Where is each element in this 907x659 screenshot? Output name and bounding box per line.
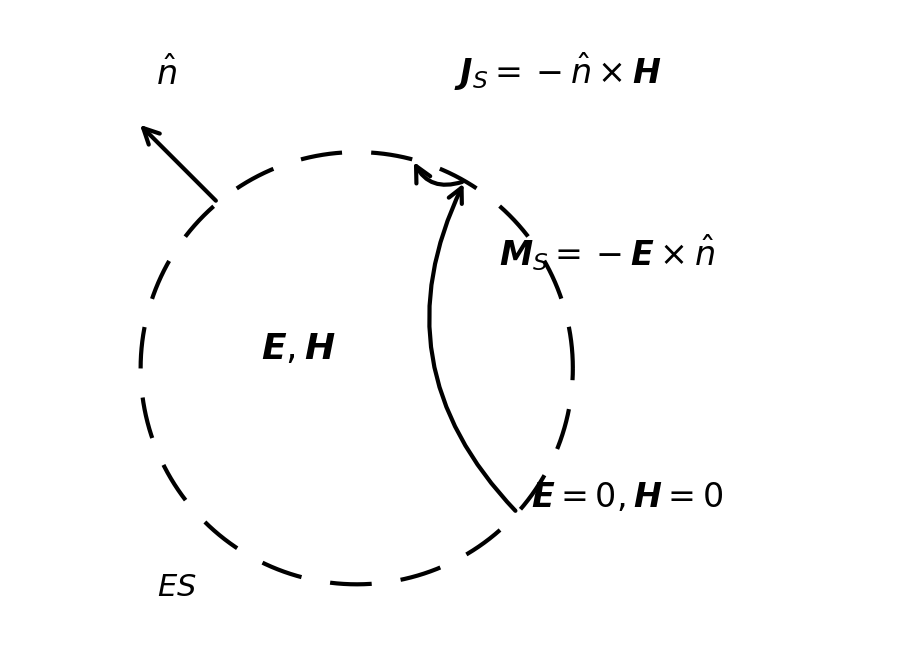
Text: $\hat{n}$: $\hat{n}$ [156, 57, 177, 92]
Text: $\boldsymbol{J}_S = -\hat{n}\times\boldsymbol{H}$: $\boldsymbol{J}_S = -\hat{n}\times\bolds… [454, 50, 661, 92]
Text: $\boldsymbol{M}_S = -\boldsymbol{E}\times\hat{n}$: $\boldsymbol{M}_S = -\boldsymbol{E}\time… [499, 232, 715, 273]
Text: $\boldsymbol{E}=0,\boldsymbol{H}=0$: $\boldsymbol{E}=0,\boldsymbol{H}=0$ [531, 480, 723, 514]
Text: $\boldsymbol{E},\boldsymbol{H}$: $\boldsymbol{E},\boldsymbol{H}$ [261, 332, 336, 366]
Text: $ES$: $ES$ [157, 573, 197, 602]
